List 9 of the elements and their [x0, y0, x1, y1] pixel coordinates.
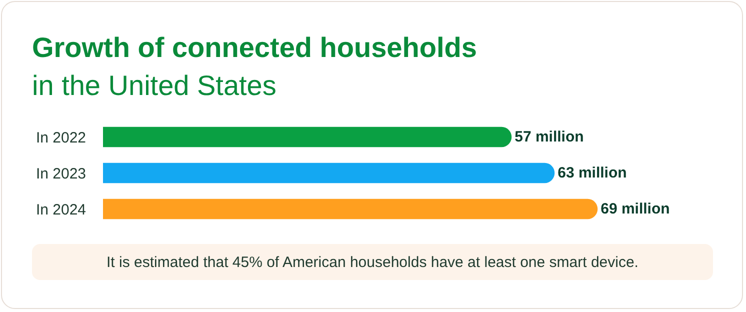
y-tick-label: In 2022	[36, 129, 86, 146]
data-label: 69 million	[600, 200, 670, 218]
data-label: 63 million	[558, 164, 627, 182]
y-tick-label: In 2023	[36, 165, 86, 182]
chart-title: Growth of connected households	[32, 32, 477, 64]
data-label: 57 million	[514, 128, 584, 146]
text: It is estimated that 45% of American households have at least one smart device.	[32, 244, 713, 280]
y-tick-label: In 2024	[36, 201, 86, 218]
chart-subtitle: in the United States	[32, 70, 276, 102]
